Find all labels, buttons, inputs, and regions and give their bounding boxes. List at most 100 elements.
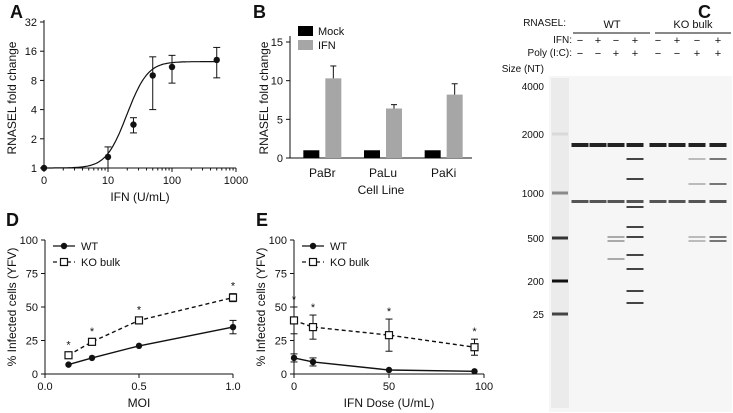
panel-a-y-tick-label: 1 — [31, 163, 37, 175]
panel-a-x-label: IFN (U/mL) — [110, 190, 169, 204]
panel-c-cleavage-band — [626, 290, 644, 292]
panel-a-point-0 — [40, 164, 48, 172]
panel-c-ifn-sign: + — [595, 35, 601, 47]
panel-c-ladder-smear — [551, 78, 569, 408]
panel-a-point-5 — [213, 56, 220, 64]
panel-b-bar-mock-palu — [364, 150, 380, 158]
panel-d-y-tick-label: 100 — [20, 235, 38, 247]
panel-c-band-28s — [709, 143, 727, 147]
panel-a-point-4 — [168, 63, 176, 71]
panel-b-bar-ifn-palu — [386, 108, 402, 158]
panel-a-x-tick-label: 0 — [41, 175, 47, 187]
panel-c-size-label: 25 — [533, 310, 545, 321]
panel-c-polyic-sign: + — [715, 48, 721, 60]
panel-label-e: E — [256, 210, 268, 230]
panel-d-legend-label-ko: KO bulk — [81, 257, 121, 269]
panel-c-band-28s — [589, 143, 607, 147]
panel-c-band-18s — [709, 200, 727, 203]
panel-c-cleavage-band — [688, 240, 706, 242]
panel-c-group-label-wt: WT — [603, 19, 620, 31]
panel-e-y-tick-label: 75 — [275, 269, 287, 281]
panel-b-category-label: PaBr — [309, 166, 336, 180]
panel-c-band-18s — [589, 200, 607, 203]
panel-b-bar-ifn-pabr — [325, 78, 342, 158]
panel-c-cleavage-band — [626, 158, 644, 160]
panel-c-cleavage-band — [688, 183, 706, 185]
panel-d-x-tick-label: 0.5 — [131, 381, 146, 393]
panel-e-legend-label-ko: KO bulk — [330, 257, 370, 269]
panel-c-cleavage-band — [626, 254, 644, 256]
panel-c-ifn-sign: + — [632, 35, 638, 47]
panel-c-ifn-sign: + — [715, 35, 721, 47]
panel-c-size-label: 200 — [527, 277, 544, 288]
panel-d-significance-star: * — [90, 326, 95, 338]
panel-d-significance-star: * — [231, 281, 236, 293]
panel-c-ladder-band — [552, 132, 568, 136]
panel-c-cleavage-band — [688, 158, 706, 160]
panel-b-y-tick-label: 0 — [277, 153, 283, 165]
panel-d-legend-marker-wt — [60, 242, 68, 250]
panel-a-x-tick-label: 100 — [163, 175, 181, 187]
panel-b-legend-label-ifn: IFN — [318, 40, 336, 52]
panel-b-legend-swatch-mock — [298, 26, 313, 36]
panel-d-x-tick-label: 1.0 — [225, 381, 240, 393]
panel-a-point-1 — [104, 153, 112, 161]
panel-a-y-tick-label: 32 — [25, 17, 37, 29]
panel-e-significance-star: * — [472, 326, 477, 338]
panel-b-legend-swatch-ifn — [298, 40, 313, 50]
panel-c-band-18s — [571, 200, 589, 203]
panel-a-y-tick-label: 16 — [25, 46, 37, 58]
panel-d-point-wt-2 — [135, 342, 143, 350]
panel-b-legend-label-mock: Mock — [318, 26, 345, 38]
panel-c-polyic-sign: + — [632, 48, 638, 60]
panel-c-polyic-sign: + — [694, 48, 700, 60]
panel-d-series-line-1 — [68, 296, 234, 356]
panel-c-cleavage-band — [626, 302, 644, 304]
panel-e-significance-star: * — [292, 294, 297, 306]
panel-d-series-line-0 — [68, 326, 234, 366]
panel-e-point-wt-2 — [385, 366, 393, 374]
panel-e-x-tick-label: 50 — [383, 381, 395, 393]
panel-label-c: C — [698, 2, 711, 22]
panel-c-polyic-sign: − — [674, 48, 680, 60]
panel-c-ladder-band — [552, 279, 568, 283]
panel-c-cleavage-band — [626, 206, 644, 208]
panel-e-point-ko-1 — [308, 323, 318, 332]
panel-e-x-tick-label: 0 — [291, 381, 297, 393]
panel-c-cleavage-band — [709, 240, 727, 242]
panel-label-d: D — [6, 210, 19, 230]
panel-a-point-3 — [149, 72, 156, 79]
panel-d-point-ko-1 — [87, 337, 97, 346]
panel-e-significance-star: * — [387, 306, 392, 318]
panel-a-x-tick-label: 10 — [102, 175, 114, 187]
panel-a-fit-curve — [44, 61, 217, 169]
panel-c-band-18s — [668, 200, 686, 203]
panel-d-significance-star: * — [137, 305, 142, 317]
panel-a-y-tick-label: 4 — [31, 105, 37, 117]
panel-e-legend-marker-wt — [309, 242, 317, 250]
panel-c-cleavage-band — [688, 236, 706, 238]
panel-d-point-wt-1 — [88, 354, 96, 362]
panel-c-band-28s — [626, 143, 644, 147]
panel-c-ifn-sign: − — [613, 35, 619, 47]
panel-e-point-ko-2 — [384, 331, 394, 340]
panel-a-x-tick-label: 1000 — [224, 175, 248, 187]
panel-c-ifn-sign: + — [674, 35, 680, 47]
panel-a-y-tick-label: 8 — [31, 75, 37, 87]
panel-c-ladder-band — [552, 236, 568, 240]
panel-label-a: A — [10, 2, 23, 22]
panel-c-cleavage-band — [626, 226, 644, 228]
panel-d-legend-label-wt: WT — [81, 241, 98, 253]
panel-e-point-ko-0 — [289, 316, 299, 325]
panel-c-size-label: 1000 — [522, 189, 545, 200]
panel-c-band-28s — [607, 143, 625, 147]
panel-e-x-label: IFN Dose (U/mL) — [344, 396, 435, 410]
panel-c-band-28s — [649, 143, 667, 147]
panel-e-point-wt-0 — [290, 354, 298, 362]
panel-e-y-label: % Infected cells (YFV) — [254, 248, 268, 367]
panel-c-polyic-sign: − — [595, 48, 601, 60]
panel-c-ifn-sign: − — [655, 35, 661, 47]
panel-c-ifn-sign: − — [577, 35, 583, 47]
panel-c-group-label-ko: KO bulk — [673, 19, 713, 31]
